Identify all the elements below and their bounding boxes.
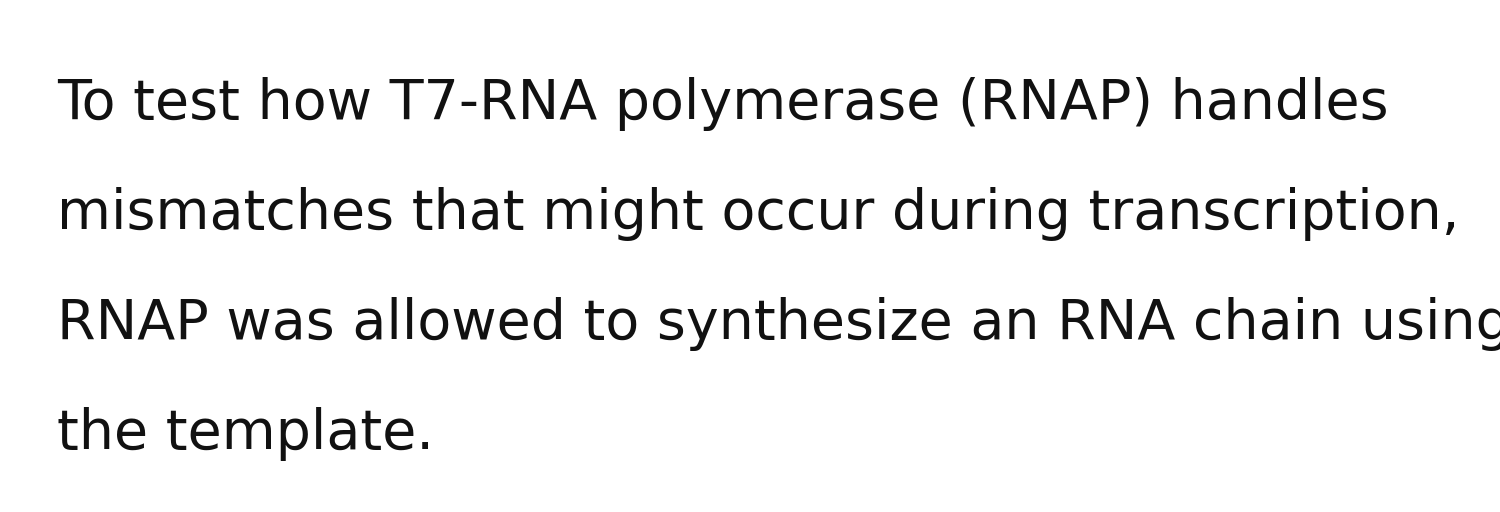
Text: the template.: the template. <box>57 407 434 461</box>
Text: mismatches that might occur during transcription,: mismatches that might occur during trans… <box>57 187 1460 241</box>
Text: RNAP was allowed to synthesize an RNA chain using: RNAP was allowed to synthesize an RNA ch… <box>57 297 1500 351</box>
Text: To test how T7-RNA polymerase (RNAP) handles: To test how T7-RNA polymerase (RNAP) han… <box>57 77 1389 131</box>
